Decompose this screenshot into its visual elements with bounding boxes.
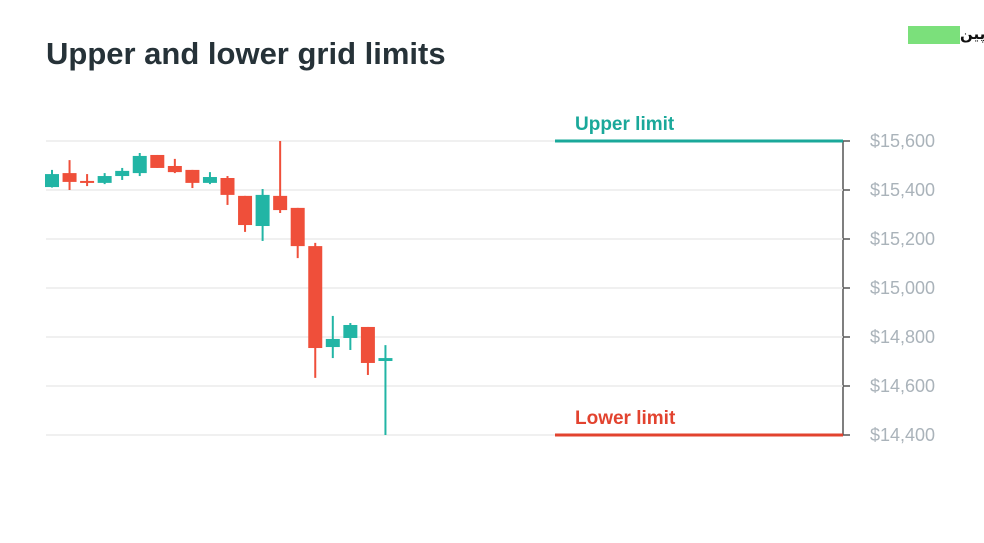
candle-body	[132, 155, 147, 174]
y-tick-label: $14,400	[870, 425, 935, 445]
y-tick-label: $14,600	[870, 376, 935, 396]
candle-body	[80, 180, 95, 183]
y-tick-label: $15,000	[870, 278, 935, 298]
candle-body	[45, 174, 59, 188]
candle-body	[273, 195, 288, 211]
candle-body	[220, 177, 235, 195]
watermark: آکادمی بیت پین	[960, 25, 984, 44]
candle-body	[150, 154, 165, 168]
candle-body	[62, 173, 77, 182]
candle-body	[185, 169, 200, 183]
chart-title: Upper and lower grid limits	[46, 36, 446, 71]
y-tick-label: $15,600	[870, 131, 935, 151]
candle-body	[202, 177, 217, 183]
y-tick-label: $15,400	[870, 180, 935, 200]
candle-body	[167, 165, 182, 173]
y-tick-label: $15,200	[870, 229, 935, 249]
candle-body	[255, 194, 270, 227]
candle-body	[308, 246, 323, 349]
candle-body	[115, 170, 130, 177]
limit-label: Upper limit	[575, 114, 675, 135]
candle-body	[325, 338, 340, 348]
candle-body	[360, 326, 375, 363]
y-tick-label: $14,800	[870, 327, 935, 347]
limit-label: Lower limit	[575, 408, 676, 429]
watermark-badge	[908, 26, 960, 44]
candle-body	[238, 195, 253, 226]
candle-body	[97, 176, 112, 183]
candle-body	[343, 324, 358, 338]
candle-body	[378, 358, 393, 362]
candle-body	[290, 207, 305, 247]
